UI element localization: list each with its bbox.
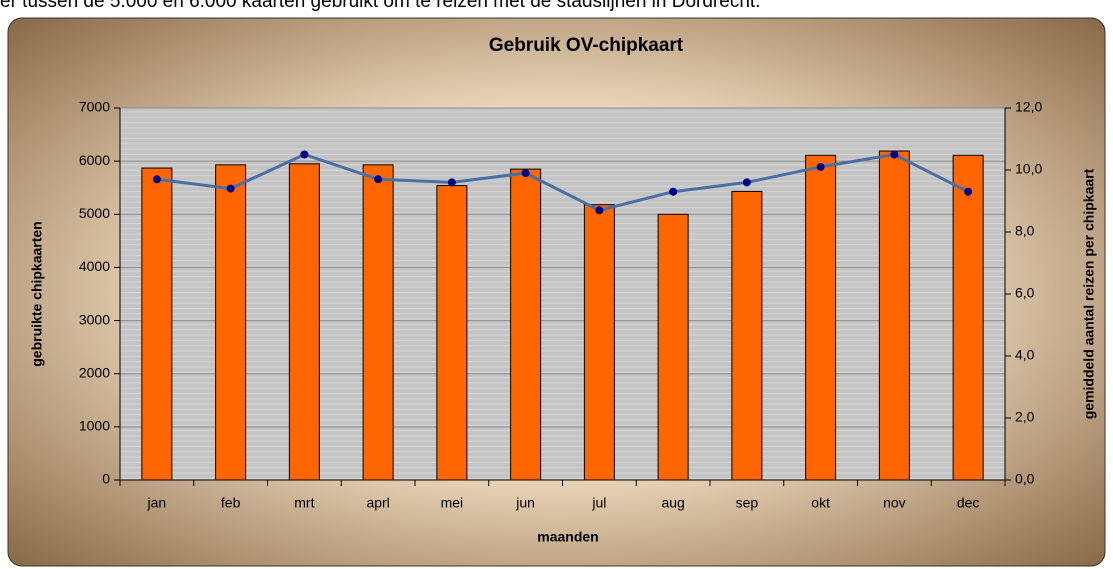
line-marker: [447, 178, 456, 187]
y2-tick-label: 8,0: [1015, 223, 1035, 239]
x-tick-label: jan: [147, 495, 167, 511]
line-marker: [595, 206, 604, 215]
bar: [657, 213, 689, 481]
bar: [436, 185, 468, 481]
line-marker: [226, 184, 235, 193]
x-tick-label: aug: [661, 495, 684, 511]
bar: [952, 154, 984, 481]
y-tick-label: 3000: [79, 311, 110, 327]
y2-tick-label: 4,0: [1015, 347, 1035, 363]
line-marker: [152, 175, 161, 184]
y-axis-label: gebruikte chipkaarten: [29, 221, 45, 367]
bar: [510, 168, 542, 481]
bar: [878, 150, 910, 481]
line-marker: [964, 187, 973, 196]
x-tick-label: feb: [221, 495, 241, 511]
line-marker: [521, 169, 530, 178]
y2-tick-label: 2,0: [1015, 409, 1035, 425]
y-tick-label: 6000: [79, 152, 110, 168]
y2-tick-label: 0,0: [1015, 471, 1035, 487]
x-tick-label: nov: [883, 495, 906, 511]
bar: [583, 204, 615, 481]
caption: er tussen de 5.000 en 6.000 kaarten gebr…: [0, 0, 760, 12]
x-tick-label: sep: [736, 495, 759, 511]
line-marker: [374, 175, 383, 184]
bar: [362, 164, 394, 481]
y2-tick-label: 10,0: [1015, 161, 1042, 177]
y-tick-label: 1000: [79, 418, 110, 434]
line-marker: [816, 162, 825, 171]
y-tick-label: 4000: [79, 258, 110, 274]
line-marker: [890, 150, 899, 159]
x-tick-label: mrt: [294, 495, 314, 511]
x-tick-label: jul: [591, 495, 606, 511]
y2-tick-label: 12,0: [1015, 99, 1042, 115]
y-tick-label: 0: [102, 471, 110, 487]
bar: [731, 190, 763, 481]
y-tick-label: 2000: [79, 364, 110, 380]
bar: [288, 163, 320, 481]
chart-title: Gebruik OV-chipkaart: [489, 35, 684, 56]
bar: [141, 167, 173, 481]
x-tick-label: jun: [515, 495, 535, 511]
x-tick-label: dec: [957, 495, 980, 511]
line-marker: [669, 187, 678, 196]
x-tick-label: mei: [441, 495, 464, 511]
line-marker: [742, 178, 751, 187]
bar: [215, 164, 247, 481]
x-tick-label: okt: [811, 495, 830, 511]
y-tick-label: 5000: [79, 205, 110, 221]
line-marker: [300, 150, 309, 159]
x-tick-label: aprl: [366, 495, 389, 511]
y-tick-label: 7000: [79, 99, 110, 115]
y2-tick-label: 6,0: [1015, 285, 1035, 301]
line: [156, 152, 969, 212]
bar: [805, 154, 837, 481]
y2-axis-label: gemiddeld aantal reizen per chipkaart: [1081, 168, 1097, 419]
x-axis-label: maanden: [537, 529, 598, 545]
plot-area: [120, 108, 1005, 480]
